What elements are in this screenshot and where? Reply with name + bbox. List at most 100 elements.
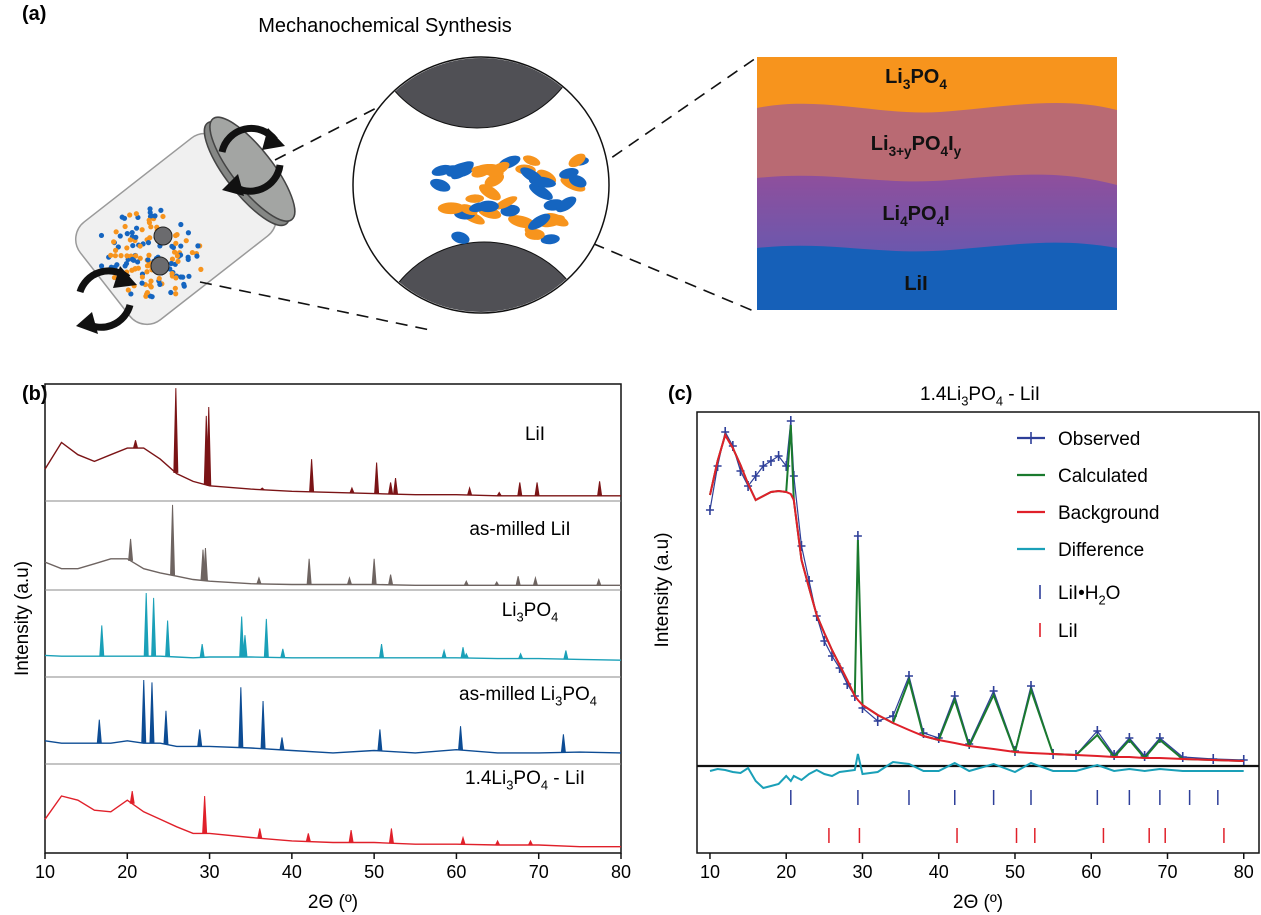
particle: [174, 232, 179, 237]
particle: [111, 239, 116, 244]
particle: [125, 231, 130, 236]
page: {"diagram": {"label": "(a)", "title": "M…: [0, 0, 1261, 915]
particle: [118, 233, 123, 238]
particle: [127, 212, 132, 217]
text-part: Li: [502, 600, 517, 621]
x-tick-label: 80: [611, 862, 631, 882]
particle: [99, 263, 104, 268]
particle: [108, 253, 113, 258]
particle: [124, 245, 129, 250]
figure: (a) Mechanochemical Synthesis Li3PO4Li3+…: [0, 0, 1261, 915]
particle: [138, 243, 143, 248]
particle: [123, 224, 128, 229]
particle: [129, 268, 134, 273]
particle: [114, 229, 119, 234]
particle: [173, 275, 178, 280]
particle: [170, 271, 175, 276]
text-part: LiI•H: [1058, 583, 1098, 604]
series-label: Li3PO4: [502, 600, 559, 625]
particle: [130, 243, 135, 248]
particle: [147, 283, 152, 288]
text-part: 2: [1098, 593, 1105, 608]
particle: [157, 276, 162, 281]
legend-label: Calculated: [1058, 466, 1148, 487]
particle: [186, 274, 191, 279]
particle: [184, 238, 189, 243]
panel-label: (a): [22, 3, 46, 25]
particle: [147, 206, 152, 211]
x-tick-label: 50: [364, 862, 384, 882]
particle: [148, 279, 153, 284]
particle: [113, 253, 118, 258]
legend-label: LiI: [1058, 621, 1078, 642]
particle: [194, 254, 199, 259]
y-axis-label: Intensity (a.u): [652, 532, 673, 647]
particle: [173, 291, 178, 296]
particle: [134, 211, 139, 216]
x-tick-label: 80: [1234, 862, 1254, 882]
text-part: - LiI: [548, 768, 585, 789]
text-part: PO: [562, 684, 589, 705]
legend-label: Difference: [1058, 540, 1144, 561]
text-part: Li: [885, 66, 903, 88]
layer-label: LiI: [904, 273, 927, 295]
particle: [140, 274, 145, 279]
particle: [145, 290, 150, 295]
text-part: 3: [555, 694, 562, 709]
text-part: LiI: [904, 273, 927, 295]
particle: [134, 226, 139, 231]
particle: [124, 261, 129, 266]
particle: [158, 208, 163, 213]
particle: [198, 267, 203, 272]
x-tick-label: 20: [117, 862, 137, 882]
text-part: 3: [506, 778, 513, 793]
particle: [195, 243, 200, 248]
x-axis-label: 2Θ (º): [953, 892, 1003, 913]
series-label: as-milled LiI: [469, 519, 570, 540]
diagram-title: Mechanochemical Synthesis: [258, 15, 511, 37]
text-part: PO: [908, 203, 937, 225]
particle: [175, 253, 180, 258]
series-label: as-milled Li3PO4: [459, 684, 597, 709]
text-part: PO: [513, 768, 540, 789]
particle: [178, 243, 183, 248]
particle: [145, 263, 150, 268]
particle: [118, 253, 123, 258]
x-tick-label: 70: [1157, 862, 1177, 882]
particle: [113, 248, 118, 253]
particle: [169, 261, 174, 266]
particle: [173, 241, 178, 246]
particle: [147, 218, 152, 223]
text-part: - LiI: [1003, 384, 1040, 405]
text-part: O: [1106, 583, 1121, 604]
ball: [154, 227, 172, 245]
particle: [175, 259, 180, 264]
particle: [186, 230, 191, 235]
x-tick-label: 30: [200, 862, 220, 882]
text-part: PO: [968, 384, 995, 405]
particle: [99, 233, 104, 238]
particle: [146, 240, 151, 245]
particle: [146, 253, 151, 258]
particle: [160, 214, 165, 219]
particle: [131, 258, 136, 263]
y-axis-label: Intensity (a.u): [12, 561, 33, 676]
legend-label: LiI•H2O: [1058, 583, 1120, 608]
chart-title: 1.4Li3PO4 - LiI: [920, 384, 1040, 409]
layers: [757, 57, 1117, 310]
panel-label: (b): [22, 383, 48, 405]
text-part: LiI: [525, 424, 545, 445]
text-part: 4: [939, 77, 947, 92]
text-part: 3: [961, 394, 968, 409]
x-tick-label: 20: [776, 862, 796, 882]
x-tick-label: 10: [35, 862, 55, 882]
text-part: Li: [882, 203, 900, 225]
x-tick-label: 30: [852, 862, 872, 882]
x-tick-label: 70: [529, 862, 549, 882]
particle: [128, 237, 133, 242]
particle: [144, 269, 149, 274]
text-part: Li: [871, 133, 889, 155]
text-part: 4: [996, 394, 1003, 409]
particle: [148, 213, 153, 218]
text-part: as-milled Li: [459, 684, 555, 705]
